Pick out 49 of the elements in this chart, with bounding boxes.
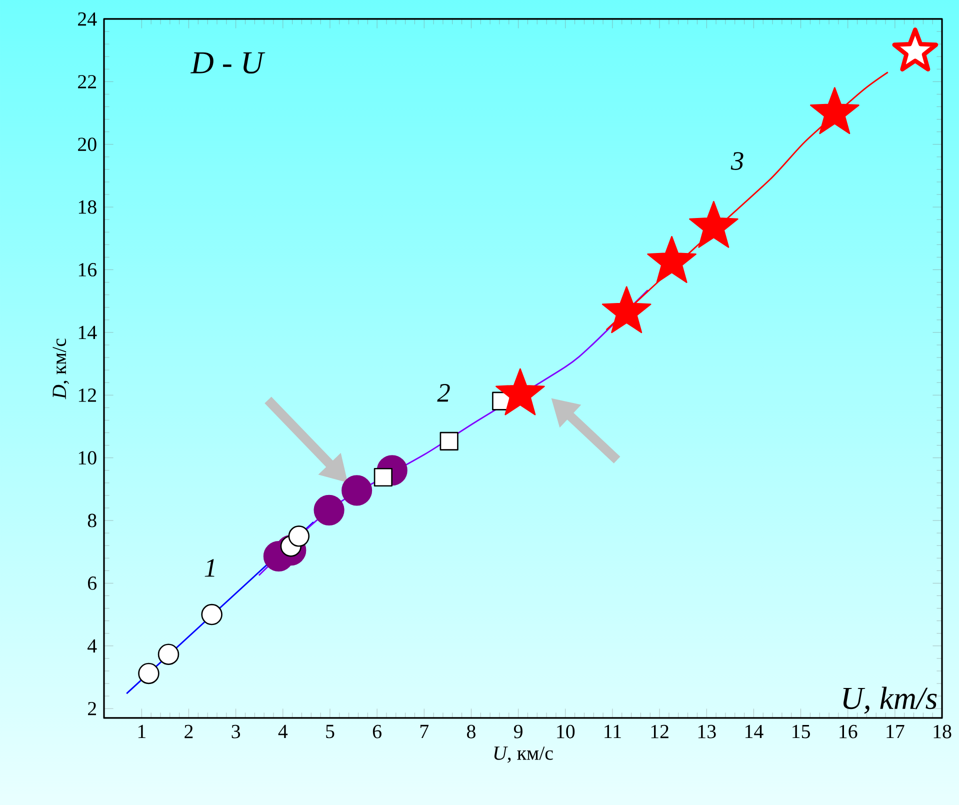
point — [342, 475, 372, 506]
y-tick-label: 4 — [88, 639, 97, 652]
x-tick-label: 7 — [420, 724, 429, 738]
x-tick-label: 8 — [466, 724, 476, 738]
x-tick-label: 18 — [934, 724, 952, 738]
x-tick-label: 3 — [232, 724, 240, 738]
x-axis-title: U, км/с — [494, 746, 553, 763]
x-tick-label: 4 — [278, 724, 288, 738]
x-tick-label: 2 — [184, 724, 193, 738]
point — [892, 28, 938, 72]
series-label: 3 — [730, 152, 744, 170]
x-tick-label: 14 — [745, 724, 764, 738]
x-tick-label: 1 — [138, 724, 146, 738]
point — [138, 662, 160, 684]
point — [689, 200, 738, 248]
x-tick-label: 12 — [651, 724, 668, 738]
y-axis-title: D, км/с — [52, 338, 69, 400]
y-tick-label: 12 — [78, 388, 96, 402]
x-tick-label: 9 — [514, 724, 522, 738]
y-tick-label: 20 — [78, 138, 96, 152]
x-tick-label: 15 — [792, 724, 810, 738]
point — [647, 236, 696, 283]
x-tick-label: 13 — [698, 724, 716, 738]
y-tick-label: 6 — [88, 576, 97, 590]
x-tick-label: 11 — [604, 724, 621, 738]
y-tick-label: 16 — [78, 263, 97, 276]
y-tick-label: 24 — [78, 12, 97, 26]
point — [602, 286, 652, 334]
x-tick-label: 10 — [557, 724, 575, 738]
text: D - U — [190, 52, 266, 74]
x-tick-label: 6 — [372, 724, 382, 738]
point — [314, 494, 344, 526]
y-tick-label: 10 — [78, 451, 96, 465]
x-tick-label: 17 — [886, 724, 904, 738]
y-tick-label: 8 — [88, 514, 96, 528]
series-label: 2 — [437, 384, 450, 402]
y-tick-label: 2 — [88, 702, 96, 716]
x-tick-label: 5 — [326, 724, 334, 738]
point — [158, 644, 180, 665]
y-tick-label: 14 — [78, 326, 97, 340]
annotation: U, km/s — [843, 686, 937, 714]
x-tick-label: 16 — [840, 724, 858, 738]
point — [440, 432, 458, 450]
point — [201, 604, 222, 626]
y-tick-label: 22 — [78, 75, 96, 88]
point — [288, 526, 310, 547]
point — [810, 87, 860, 134]
series-label: 1 — [204, 559, 214, 577]
y-tick-label: 18 — [78, 200, 96, 214]
